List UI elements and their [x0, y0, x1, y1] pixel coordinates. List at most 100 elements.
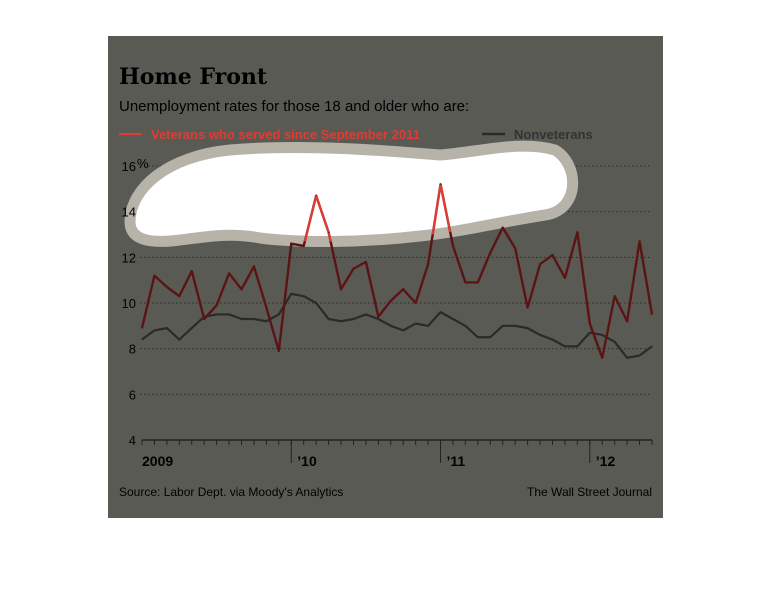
y-tick-label: 16 — [122, 159, 136, 174]
point-veterans — [253, 265, 255, 268]
point-veterans — [178, 295, 180, 297]
point-nonveterans — [651, 345, 653, 347]
chart-subtitle: Unemployment rates for those 18 and olde… — [119, 98, 469, 115]
point-veterans — [601, 357, 603, 359]
point-veterans — [315, 195, 317, 197]
point-nonveterans — [527, 327, 529, 329]
point-veterans — [265, 306, 267, 309]
point-nonveterans — [402, 329, 404, 331]
point-nonveterans — [352, 318, 355, 320]
point-nonveterans — [265, 320, 267, 322]
point-veterans — [589, 322, 591, 325]
point-veterans — [141, 327, 143, 329]
point-veterans — [477, 281, 479, 284]
point-nonveterans — [564, 345, 566, 347]
point-nonveterans — [253, 318, 255, 320]
point-veterans — [153, 275, 156, 277]
chart-panel — [108, 36, 663, 518]
point-nonveterans — [439, 311, 442, 313]
point-nonveterans — [153, 329, 156, 331]
point-nonveterans — [539, 334, 541, 336]
point-nonveterans — [415, 322, 417, 325]
series-lines — [140, 183, 654, 359]
x-tick-label: ’11 — [447, 453, 466, 469]
point-veterans — [452, 245, 454, 247]
point-nonveterans — [365, 313, 367, 316]
y-tick-label: 4 — [129, 433, 136, 448]
point-veterans — [427, 263, 429, 265]
point-nonveterans — [514, 325, 516, 327]
point-nonveterans — [464, 325, 467, 327]
point-nonveterans — [315, 302, 317, 304]
chart-title: Home Front — [119, 64, 268, 90]
point-nonveterans — [502, 325, 504, 327]
point-nonveterans — [216, 313, 218, 316]
point-veterans — [365, 261, 367, 263]
y-tick-label: 12 — [122, 250, 136, 265]
point-veterans — [626, 320, 628, 322]
point-veterans — [216, 304, 218, 306]
point-veterans — [527, 306, 529, 309]
point-veterans — [489, 252, 491, 254]
point-veterans — [415, 302, 417, 304]
publisher-credit: The Wall Street Journal — [527, 485, 652, 499]
point-nonveterans — [626, 357, 628, 359]
point-nonveterans — [340, 320, 342, 322]
y-tick-label: 10 — [122, 296, 136, 311]
point-veterans — [166, 286, 168, 288]
point-veterans — [502, 227, 504, 229]
y-tick-label: 14 — [122, 205, 136, 220]
point-veterans — [514, 247, 516, 249]
x-tick-label: 2009 — [142, 453, 173, 469]
point-veterans — [377, 316, 379, 318]
point-nonveterans — [601, 334, 603, 336]
point-veterans — [439, 183, 442, 185]
point-veterans — [402, 288, 404, 290]
legend-label-nonveterans: Nonveterans — [514, 127, 593, 142]
point-veterans — [651, 313, 653, 316]
point-nonveterans — [589, 332, 591, 334]
y-axis-ticks: 4 6 8 10 12 14 16% — [122, 156, 149, 448]
point-veterans — [290, 243, 292, 245]
point-veterans — [390, 300, 392, 302]
point-nonveterans — [390, 325, 392, 327]
point-veterans — [352, 268, 355, 270]
point-veterans — [564, 277, 566, 279]
x-axis: 2009 ’10 ’11 ’12 — [141, 439, 653, 469]
highlight-blob — [124, 140, 579, 248]
point-nonveterans — [489, 336, 491, 338]
point-veterans — [464, 281, 467, 284]
point-veterans — [638, 240, 641, 242]
point-veterans — [576, 231, 578, 233]
point-nonveterans — [303, 295, 305, 297]
point-nonveterans — [452, 318, 454, 320]
series-line-nonveterans — [141, 292, 653, 359]
point-veterans — [614, 295, 616, 297]
legend-label-veterans: Veterans who served since September 2011 — [151, 127, 420, 142]
y-tick-label: 8 — [129, 342, 136, 357]
point-veterans — [539, 263, 541, 265]
point-veterans — [327, 231, 330, 233]
point-nonveterans — [141, 338, 143, 341]
y-tick-label: 6 — [129, 387, 136, 402]
point-veterans — [551, 254, 554, 256]
point-nonveterans — [427, 325, 429, 327]
point-veterans — [240, 288, 243, 290]
point-veterans — [203, 318, 205, 320]
point-nonveterans — [178, 338, 180, 341]
point-nonveterans — [278, 313, 280, 316]
point-nonveterans — [327, 318, 330, 320]
point-nonveterans — [290, 293, 292, 295]
point-nonveterans — [240, 318, 243, 320]
point-nonveterans — [228, 313, 230, 316]
point-nonveterans — [477, 336, 479, 338]
x-tick-label: ’12 — [596, 453, 616, 469]
point-nonveterans — [166, 327, 168, 329]
point-nonveterans — [614, 341, 616, 343]
point-veterans — [303, 245, 305, 247]
y-unit-label: % — [137, 156, 149, 171]
point-nonveterans — [191, 327, 193, 329]
point-veterans — [191, 270, 193, 272]
point-nonveterans — [576, 345, 578, 347]
